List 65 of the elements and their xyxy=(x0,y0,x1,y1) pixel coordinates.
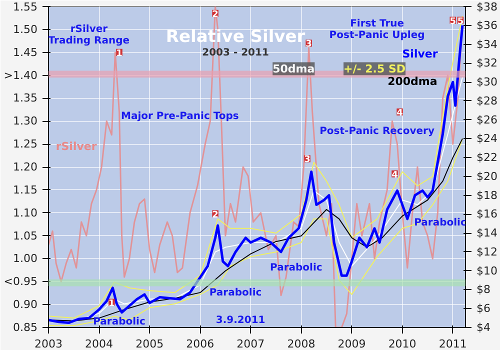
text: 200dma xyxy=(388,75,438,88)
y2-tick-label: $20 xyxy=(476,170,498,183)
y-tick-label: 1.05 xyxy=(13,229,38,242)
y2-tick-label: $6 xyxy=(476,302,490,316)
y-tick-label: <0.95 xyxy=(4,275,38,288)
annotation: Parabolic xyxy=(93,316,146,328)
y-tick-label: 1.50 xyxy=(13,22,38,36)
annotation: Major Pre-Panic Tops xyxy=(120,111,239,122)
annotation: 3.9.2011 xyxy=(216,315,266,326)
x-tick-label: 2007 xyxy=(236,338,265,350)
annotation: rSilver xyxy=(70,24,108,35)
y2-tick-label: $32 xyxy=(476,56,498,70)
x-tick-label: 2009 xyxy=(338,338,366,350)
x-tick-label: 2011 xyxy=(438,338,467,350)
y-tick-label: 1.10 xyxy=(13,206,38,220)
y-tick-label: >1.40 xyxy=(4,68,38,82)
y-tick-label: 1.00 xyxy=(13,252,38,266)
annotation: 3 xyxy=(306,40,312,50)
annotation: 1 xyxy=(116,48,122,59)
y2-tick-label: $18 xyxy=(476,188,498,202)
annotation: 2 xyxy=(212,10,218,20)
y-tick-label: 1.35 xyxy=(13,92,38,105)
annotation: 2 xyxy=(212,210,218,220)
x-tick-label: 2006 xyxy=(186,338,214,350)
x-tick-label: 2004 xyxy=(85,338,114,350)
annotation: Parabolic xyxy=(209,288,262,299)
y-tick-label: 1.25 xyxy=(13,138,38,151)
series-label: rSilver xyxy=(56,140,98,154)
y2-tick-label: $16 xyxy=(476,208,498,221)
y2-tick-label: $30 xyxy=(476,76,498,89)
y2-tick-label: $22 xyxy=(476,151,498,164)
y2-tick-label: $4 xyxy=(476,321,490,334)
annotation: 3 xyxy=(304,155,310,166)
y2-tick-label: $14 xyxy=(476,226,498,240)
y2-tick-label: $24 xyxy=(476,132,498,146)
y2-tick-label: $28 xyxy=(476,94,498,108)
annotation: 4 xyxy=(392,170,398,180)
text: +/- 2.5 SD xyxy=(344,62,406,76)
y-tick-label: 1.30 xyxy=(13,114,38,128)
y-tick-label: 0.90 xyxy=(13,298,38,312)
y2-tick-label: $12 xyxy=(476,245,498,258)
y-tick-label: 1.20 xyxy=(13,160,38,174)
text: 2003 - 2011 xyxy=(202,47,269,58)
y2-tick-label: $10 xyxy=(476,264,498,278)
x-tick-label: 2003 xyxy=(34,338,63,350)
y-tick-label: 0.85 xyxy=(13,321,38,334)
annotation: First True xyxy=(350,18,404,30)
text: 50dma xyxy=(272,62,315,76)
y-tick-label: 1.55 xyxy=(13,0,38,14)
annotation: 4 xyxy=(396,108,403,118)
y2-tick-label: $38 xyxy=(476,0,498,14)
y-tick-label: 1.15 xyxy=(13,183,38,196)
annotation: Post-Panic Recovery xyxy=(320,126,435,138)
annotation: Post-Panic Upleg xyxy=(329,30,425,41)
x-tick-label: 2008 xyxy=(287,338,316,350)
y2-tick-label: $36 xyxy=(476,18,498,32)
y-tick-label: 1.45 xyxy=(13,46,38,59)
annotation: Parabolic xyxy=(270,262,322,274)
x-tick-label: 2010 xyxy=(388,338,416,350)
y2-tick-label: $8 xyxy=(476,283,490,296)
x-tick-label: 2005 xyxy=(136,338,164,350)
y2-tick-label: $34 xyxy=(476,38,498,51)
annotation: 1 xyxy=(108,298,115,309)
y2-tick-label: $26 xyxy=(476,113,498,126)
series-label: Silver xyxy=(402,48,438,61)
